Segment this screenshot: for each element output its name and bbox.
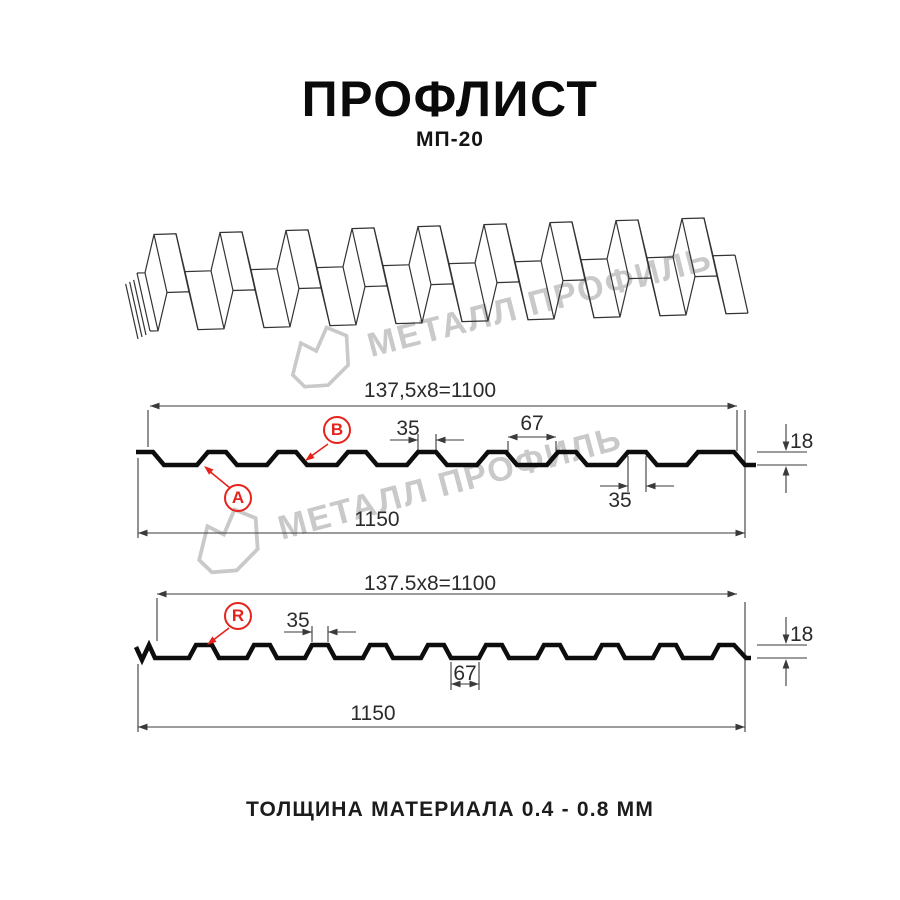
dimension-lines-top-profile — [137, 405, 807, 538]
dim-valley-width-top: 67 — [520, 412, 544, 435]
cross-section-bottom — [133, 639, 751, 666]
marker-side-a: A — [224, 484, 252, 512]
dim-valley-width-bottom: 67 — [453, 662, 477, 685]
dim-coverage-width-bottom: 137.5x8=1100 — [363, 572, 497, 595]
marker-side-r: R — [224, 602, 252, 630]
dim-coverage-width-top: 137,5x8=1100 — [363, 379, 497, 402]
dim-overall-width-top: 1150 — [354, 508, 400, 531]
material-thickness-note: ТОЛЩИНА МАТЕРИАЛА 0.4 - 0.8 ММ — [245, 798, 655, 821]
dim-height-bottom: 18 — [790, 623, 814, 646]
marker-side-b: B — [323, 416, 351, 444]
dim-height-top: 18 — [790, 430, 814, 453]
dim-overall-width-bottom: 1150 — [350, 702, 396, 725]
dimension-lines-bottom-profile — [137, 593, 807, 732]
page-title: ПРОФЛИСТ — [301, 71, 599, 127]
dim-rib-top-width-top: 35 — [396, 417, 420, 440]
dim-rib-top-width-bottom: 35 — [286, 609, 310, 632]
cross-section-top — [136, 449, 756, 468]
marker-leader-lines — [207, 443, 329, 642]
page-subtitle: МП-20 — [416, 128, 484, 151]
dim-rib-bottom-width-top: 35 — [608, 489, 632, 512]
